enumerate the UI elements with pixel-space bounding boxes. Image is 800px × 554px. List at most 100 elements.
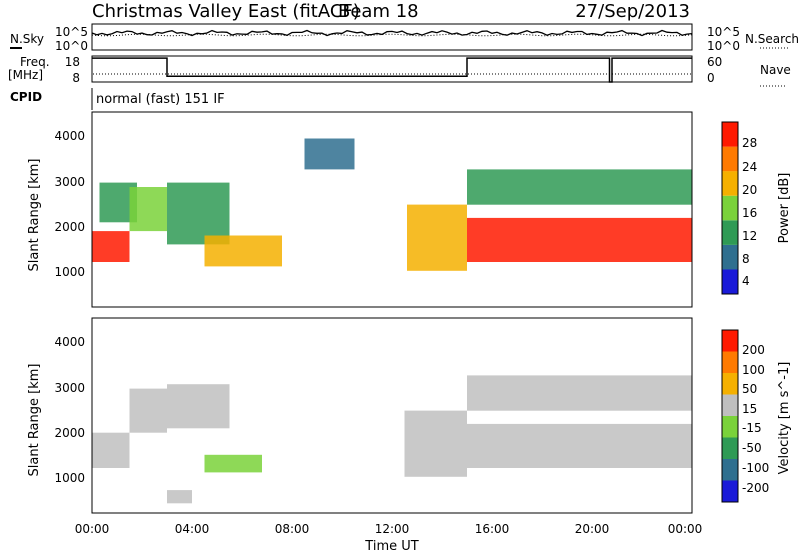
noise-left-tick-top: 10^5 — [55, 25, 88, 39]
x-axis-label: Time UT — [364, 539, 418, 554]
power-scatter-region — [304, 138, 355, 170]
nave-right-tick-bottom: 0 — [707, 71, 715, 85]
velocity-x-ticks: 00:00 04:00 08:00 12:00 16:00 20:00 00:0… — [75, 522, 703, 536]
cpid-label: CPID — [10, 90, 42, 104]
velocity-colorbar-tick: 200 — [742, 343, 765, 357]
velocity-scatter-region — [129, 388, 167, 433]
power-colorbar-tick: 28 — [742, 136, 757, 150]
power-regions — [92, 138, 692, 271]
power-colorbar-cell — [722, 269, 738, 294]
power-colorbar-cell — [722, 146, 738, 172]
velocity-ytick-label: 1000 — [54, 471, 85, 485]
power-scatter-region — [467, 169, 692, 205]
noise-left-tick-bottom: 10^0 — [55, 39, 88, 53]
noise-right-tick-bottom: 10^0 — [707, 39, 740, 53]
power-panel-frame — [91, 111, 693, 308]
noise-search-trace — [91, 33, 693, 37]
power-panel: 4000 3000 2000 1000 Slant Range [km] 28 … — [27, 111, 792, 308]
power-colorbar: 28 24 20 16 12 8 4 Power [dB] — [721, 121, 792, 295]
noise-left-label: N.Sky — [10, 32, 44, 46]
power-ytick-label: 1000 — [54, 265, 85, 279]
power-colorbar-tick: 24 — [742, 160, 757, 174]
velocity-colorbar-cell — [722, 394, 738, 416]
velocity-colorbar-cell — [722, 437, 738, 459]
cpid-panel: CPID normal (fast) 151 IF — [10, 88, 225, 110]
velocity-colorbar-tick: 50 — [742, 382, 757, 396]
power-y-ticks: 4000 3000 2000 1000 — [54, 129, 85, 279]
velocity-ytick-label: 3000 — [54, 381, 85, 395]
freq-label-line1: Freq. — [20, 55, 50, 69]
x-tick-label: 04:00 — [175, 522, 210, 536]
power-colorbar-label: Power [dB] — [777, 173, 792, 244]
freq-label-line2: [MHz] — [8, 68, 43, 82]
power-colorbar-cell — [722, 244, 738, 270]
velocity-colorbar: 200 100 50 15 -15 -50 -100 -200 Velocity… — [721, 329, 792, 503]
noise-right-label: N.Search — [745, 32, 799, 46]
velocity-colorbar-tick: -100 — [742, 461, 769, 475]
power-y-axis-label: Slant Range [km] — [27, 159, 42, 272]
velocity-scatter-region — [167, 384, 230, 429]
x-tick-label: 00:00 — [75, 522, 110, 536]
velocity-regions — [92, 375, 692, 504]
velocity-colorbar-tick: 100 — [742, 363, 765, 377]
frequency-panel-frame — [91, 55, 693, 83]
power-scatter-region — [167, 182, 230, 245]
freq-left-tick-top: 18 — [65, 55, 80, 69]
velocity-colorbar-frame — [721, 329, 739, 503]
power-colorbar-cell — [722, 220, 738, 245]
power-scatter-region — [129, 187, 167, 232]
velocity-ytick-label: 4000 — [54, 335, 85, 349]
velocity-colorbar-tick: -200 — [742, 481, 769, 495]
power-ytick-label: 4000 — [54, 129, 85, 143]
x-tick-label: 20:00 — [575, 522, 610, 536]
velocity-colorbar-tick: -15 — [742, 421, 762, 435]
noise-right-tick-top: 10^5 — [707, 25, 740, 39]
frequency-trace — [92, 57, 692, 83]
velocity-scatter-region — [404, 410, 467, 477]
noise-sky-trace — [91, 29, 693, 37]
nave-right-tick-top: 60 — [707, 55, 722, 69]
power-colorbar-frame — [721, 121, 739, 295]
velocity-scatter-region — [204, 454, 262, 473]
date-label: 27/Sep/2013 — [575, 1, 690, 22]
power-colorbar-tick: 8 — [742, 252, 750, 266]
x-tick-label: 12:00 — [375, 522, 410, 536]
power-colorbar-cell — [722, 195, 738, 221]
power-colorbar-tick: 16 — [742, 206, 757, 220]
velocity-colorbar-cell — [722, 480, 738, 502]
power-colorbar-cell — [722, 171, 738, 196]
power-colorbar-cell — [722, 122, 738, 147]
x-tick-label: 08:00 — [275, 522, 310, 536]
noise-panel: N.Sky 10^5 10^0 10^5 10^0 N.Search — [10, 23, 799, 53]
velocity-scatter-region — [467, 375, 692, 411]
velocity-scatter-region — [467, 423, 692, 468]
power-scatter-region — [407, 204, 467, 271]
power-colorbar-tick: 20 — [742, 183, 757, 197]
station-title: Christmas Valley East (fitACF) — [92, 1, 360, 22]
noise-panel-frame — [91, 23, 693, 51]
power-scatter-region — [467, 217, 692, 262]
velocity-colorbar-cell — [722, 330, 738, 352]
velocity-colorbar-cell — [722, 459, 738, 481]
velocity-scatter-region — [167, 490, 192, 504]
power-ytick-label: 2000 — [54, 220, 85, 234]
power-ytick-label: 3000 — [54, 175, 85, 189]
cpid-mode-text: normal (fast) 151 IF — [96, 92, 225, 107]
velocity-colorbar-label: Velocity [m s^-1] — [777, 362, 792, 475]
velocity-colorbar-tick: 15 — [742, 402, 757, 416]
freq-left-tick-bottom: 8 — [72, 71, 80, 85]
velocity-y-ticks: 4000 3000 2000 1000 — [54, 335, 85, 485]
velocity-scatter-region — [92, 432, 130, 468]
power-colorbar-tick: 4 — [742, 274, 750, 288]
beam-label: Beam 18 — [338, 1, 419, 22]
velocity-colorbar-cell — [722, 416, 738, 438]
x-tick-label: 16:00 — [475, 522, 510, 536]
x-tick-label: 00:00 — [668, 522, 703, 536]
power-colorbar-tick: 12 — [742, 229, 757, 243]
power-scatter-region — [204, 235, 282, 267]
velocity-colorbar-tick: -50 — [742, 441, 762, 455]
nave-right-label: Nave — [760, 63, 791, 77]
velocity-colorbar-cell — [722, 351, 738, 373]
velocity-ytick-label: 2000 — [54, 426, 85, 440]
